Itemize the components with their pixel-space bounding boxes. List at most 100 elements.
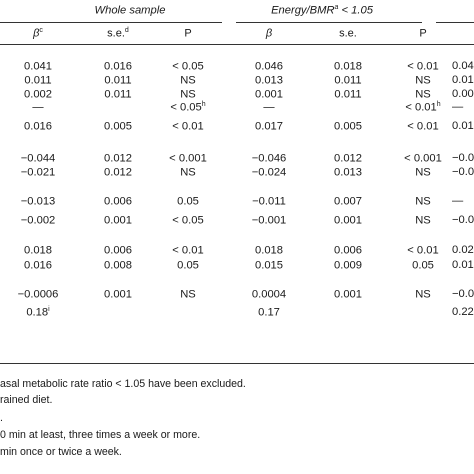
table-cell: 0.018	[334, 60, 362, 73]
table-cell-edge: 0.22	[452, 306, 474, 318]
table-cell: < 0.01	[172, 120, 204, 133]
table-cell: NS	[415, 214, 431, 227]
group-underline-whole-sample	[0, 22, 222, 23]
table-cell: < 0.05h	[170, 101, 206, 114]
table-cell: −0.046	[251, 152, 287, 165]
table-cell-edge: −0.00	[452, 214, 474, 226]
group-label-energy-bmr: Energy/BMRa < 1.05	[271, 4, 373, 17]
table-cell: —	[32, 101, 44, 114]
table-cell: 0.05	[412, 259, 434, 272]
column-header: s.e.d	[107, 27, 129, 40]
table-cell: 0.001	[104, 214, 132, 227]
table-cell: NS	[180, 88, 196, 101]
table-cell: 0.013	[255, 74, 283, 87]
table-cell-edge: 0.01	[452, 259, 474, 271]
table-cell: 0.011	[24, 74, 52, 87]
table-cell-edge: −0.04	[452, 152, 474, 164]
table-cell: 0.001	[334, 214, 362, 227]
table-cell: —	[263, 101, 275, 114]
table-cell: < 0.01	[407, 120, 439, 133]
table-cell: 0.016	[104, 60, 132, 73]
table-cell: 0.009	[334, 259, 362, 272]
table-cell: NS	[415, 166, 431, 179]
table-cell: 0.012	[104, 152, 132, 165]
table-cell: 0.012	[334, 152, 362, 165]
table-cell: NS	[415, 288, 431, 301]
table-cell: < 0.01	[407, 60, 439, 73]
table-cell-edge: 0.01	[452, 120, 474, 132]
table-cell: −0.044	[20, 152, 56, 165]
table-cell: 0.001	[255, 88, 283, 101]
table-cell-edge: 0.02	[452, 244, 474, 256]
table-cell: −0.011	[252, 195, 286, 208]
table-cell: 0.017	[255, 120, 283, 133]
table-cell: 0.001	[334, 288, 362, 301]
group-underline-energy-bmr	[236, 22, 422, 23]
footnote-line: .	[0, 412, 3, 424]
table-cell: < 0.05	[172, 214, 204, 227]
table-cell: 0.011	[334, 74, 362, 87]
table-cell: < 0.01	[172, 244, 204, 257]
table-cell: −0.021	[20, 166, 56, 179]
table-cell: −0.002	[20, 214, 56, 227]
table-bottom-rule	[0, 363, 474, 364]
table-cell: 0.012	[104, 166, 132, 179]
table-cell: −0.013	[20, 195, 56, 208]
column-header: s.e.	[339, 27, 357, 40]
table-cell: < 0.05	[172, 60, 204, 73]
table-cell: 0.17	[258, 306, 280, 319]
table-cell: 0.018	[255, 244, 283, 257]
table-cell-edge: 0.04	[452, 60, 474, 72]
table-cell: 0.006	[104, 244, 132, 257]
column-header: P	[419, 27, 427, 40]
table-cell: 0.002	[24, 88, 52, 101]
table-cell-edge: —	[452, 195, 464, 207]
group-label-whole-sample: Whole sample	[94, 4, 166, 17]
column-header: P	[184, 27, 192, 40]
table-cell: −0.024	[251, 166, 287, 179]
column-header: β	[265, 27, 273, 40]
table-cell: −0.0006	[17, 288, 59, 301]
table-cell: 0.041	[24, 60, 52, 73]
table-cell: 0.05	[177, 195, 199, 208]
column-header: βc	[33, 27, 43, 40]
table-cell: NS	[180, 74, 196, 87]
table-cell: < 0.01	[407, 244, 439, 257]
table-cell-edge: —	[452, 101, 464, 113]
table-cell: 0.016	[24, 259, 52, 272]
table-cell: 0.006	[104, 195, 132, 208]
header-rule	[0, 44, 474, 45]
table-cell: < 0.01h	[405, 101, 441, 114]
table-cell: NS	[415, 74, 431, 87]
footnote-line: min once or twice a week.	[0, 446, 122, 458]
table-cell: < 0.001	[169, 152, 207, 165]
table-cell: 0.046	[255, 60, 283, 73]
table-cell: 0.008	[104, 259, 132, 272]
table-cell: 0.005	[104, 120, 132, 133]
table-cell-edge: 0.01	[452, 74, 474, 86]
table-cell-edge: 0.00	[452, 88, 474, 100]
table-cell: 0.18i	[26, 306, 50, 319]
footnote-line: 0 min at least, three times a week or mo…	[0, 429, 201, 441]
table-cell: 0.018	[24, 244, 52, 257]
table-cell: 0.005	[334, 120, 362, 133]
table-cell: 0.05	[177, 259, 199, 272]
table-cell: NS	[415, 195, 431, 208]
footnote-line: rained diet.	[0, 394, 53, 406]
table-cell: NS	[415, 88, 431, 101]
group-underline-edge	[436, 22, 474, 23]
table-cell: 0.006	[334, 244, 362, 257]
table-cell: 0.007	[334, 195, 362, 208]
table-cell: 0.001	[104, 288, 132, 301]
table-cell: < 0.001	[404, 152, 442, 165]
table-cell-edge: −0.01	[452, 166, 474, 178]
table-cell: NS	[180, 166, 196, 179]
table-cell: NS	[180, 288, 196, 301]
table-cell: −0.001	[251, 214, 287, 227]
table-cell: 0.011	[104, 88, 132, 101]
table-cell: 0.011	[104, 74, 132, 87]
table-cell-edge: −0.00	[452, 288, 474, 300]
table-cell: 0.016	[24, 120, 52, 133]
table-cell: 0.013	[334, 166, 362, 179]
